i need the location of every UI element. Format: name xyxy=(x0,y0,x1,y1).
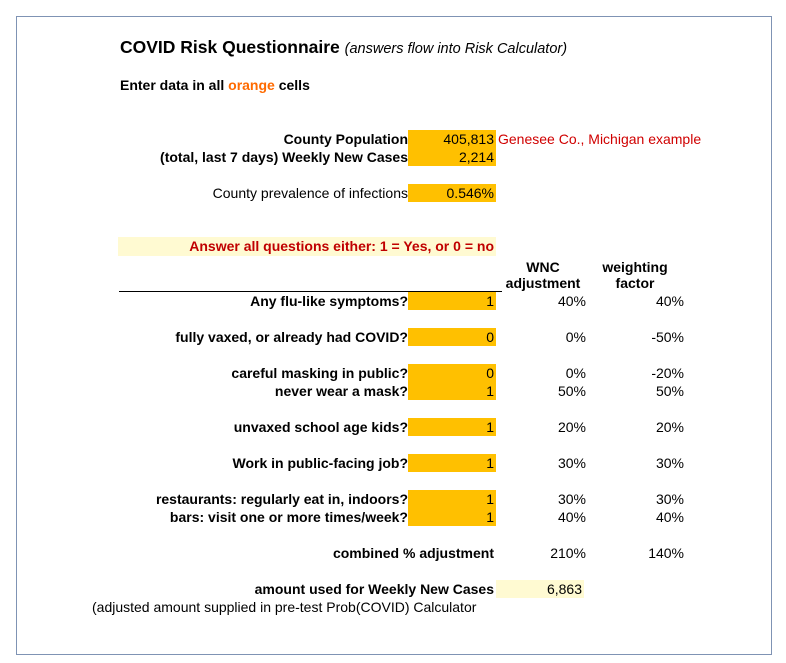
header-rule xyxy=(119,291,502,292)
title-main: COVID Risk Questionnaire xyxy=(120,37,340,57)
question-answer-input[interactable]: 1 xyxy=(408,508,496,526)
weekly-cases-label: (total, last 7 days) Weekly New Cases xyxy=(160,149,408,165)
question-answer-input[interactable]: 0 xyxy=(408,328,496,346)
instruction-line: Enter data in all orange cells xyxy=(120,76,310,94)
header-wnc-line1: WNC xyxy=(526,259,560,275)
question-answer-input[interactable]: 1 xyxy=(408,382,496,400)
question-label: careful masking in public? xyxy=(231,365,408,381)
question-wnc: 40% xyxy=(557,293,586,309)
instruction-highlight: orange xyxy=(228,77,275,93)
question-label: bars: visit one or more times/week? xyxy=(169,509,408,525)
question-answer-input[interactable]: 1 xyxy=(408,418,496,436)
question-wnc: 30% xyxy=(557,455,586,471)
question-answer-input[interactable]: 0 xyxy=(408,364,496,382)
answer-banner: Answer all questions either: 1 = Yes, or… xyxy=(189,238,494,254)
result-label: amount used for Weekly New Cases xyxy=(254,581,494,597)
question-wnc: 30% xyxy=(557,491,586,507)
combined-wnc: 210% xyxy=(550,545,586,561)
question-weight: 40% xyxy=(655,293,684,309)
combined-label: combined % adjustment xyxy=(332,545,494,561)
answer-banner-bg xyxy=(118,237,496,256)
question-wnc: 20% xyxy=(557,419,586,435)
title-subtitle: (answers flow into Risk Calculator) xyxy=(344,41,568,57)
result-note: (adjusted amount supplied in pre-test Pr… xyxy=(92,599,477,615)
header-weighting: weighting factor xyxy=(592,259,678,291)
county-population-label: County Population xyxy=(283,131,408,147)
question-wnc: 0% xyxy=(565,329,586,345)
prevalence-value: 0.546% xyxy=(408,184,496,202)
question-label: Work in public-facing job? xyxy=(232,455,408,471)
question-weight: 40% xyxy=(655,509,684,525)
question-answer-input[interactable]: 1 xyxy=(408,292,496,310)
page-title: COVID Risk Questionnaire (answers flow i… xyxy=(120,36,567,60)
header-wnc-line2: adjustment xyxy=(505,275,581,291)
question-weight: -20% xyxy=(651,365,684,381)
question-weight: -50% xyxy=(651,329,684,345)
question-label: unvaxed school age kids? xyxy=(233,419,408,435)
question-label: Any flu-like symptoms? xyxy=(250,293,408,309)
combined-weight: 140% xyxy=(648,545,684,561)
question-weight: 30% xyxy=(655,455,684,471)
spreadsheet-frame xyxy=(16,16,772,655)
question-label: restaurants: regularly eat in, indoors? xyxy=(155,491,408,507)
question-answer-input[interactable]: 1 xyxy=(408,454,496,472)
header-wnc: WNC adjustment xyxy=(500,259,586,291)
header-weight-line2: factor xyxy=(615,275,655,291)
weekly-cases-input[interactable]: 2,214 xyxy=(408,148,496,166)
question-weight: 50% xyxy=(655,383,684,399)
question-weight: 30% xyxy=(655,491,684,507)
question-wnc: 40% xyxy=(557,509,586,525)
question-label: fully vaxed, or already had COVID? xyxy=(175,329,408,345)
question-wnc: 50% xyxy=(557,383,586,399)
header-weight-line1: weighting xyxy=(602,259,668,275)
question-weight: 20% xyxy=(655,419,684,435)
example-note: Genesee Co., Michigan example xyxy=(498,131,702,147)
prevalence-label: County prevalence of infections xyxy=(212,185,408,201)
question-label: never wear a mask? xyxy=(274,383,408,399)
result-value: 6,863 xyxy=(496,580,584,598)
instruction-prefix: Enter data in all xyxy=(120,77,229,93)
instruction-suffix: cells xyxy=(274,77,310,93)
question-wnc: 0% xyxy=(565,365,586,381)
question-answer-input[interactable]: 1 xyxy=(408,490,496,508)
county-population-input[interactable]: 405,813 xyxy=(408,130,496,148)
